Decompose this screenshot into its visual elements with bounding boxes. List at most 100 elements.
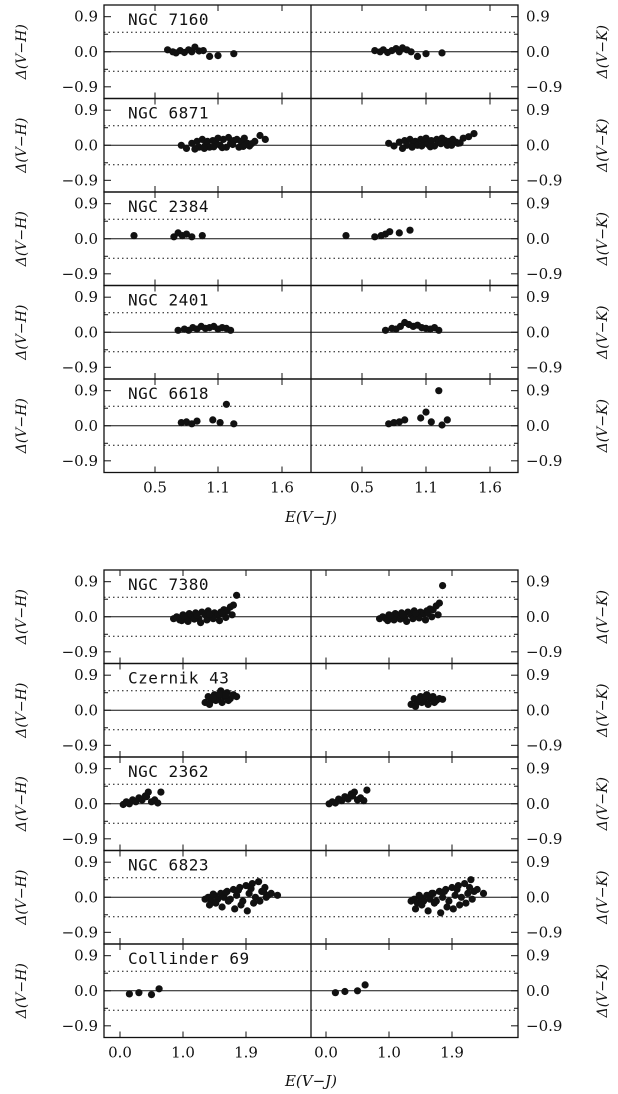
data-point bbox=[135, 989, 143, 997]
data-point bbox=[453, 885, 461, 894]
panel-ngc-6871: 0.9 0.9 0.0 0.0 −0.9 −0.9 Δ(V−H) Δ(V−K) NGC 6871 bbox=[14, 97, 611, 193]
data-point bbox=[464, 889, 472, 898]
data-point bbox=[209, 694, 217, 702]
data-point bbox=[256, 131, 264, 140]
cluster-label: NGC 7380 bbox=[128, 575, 209, 594]
data-point bbox=[430, 899, 438, 907]
data-point bbox=[440, 887, 448, 896]
y-tick-label-right: 0.0 bbox=[526, 136, 550, 154]
data-point bbox=[398, 144, 407, 152]
data-point bbox=[360, 797, 368, 805]
right-y-axis-label: Δ(V−K) bbox=[595, 777, 611, 831]
x-tick-label: 1.6 bbox=[478, 479, 502, 497]
y-tick-label-left: 0.0 bbox=[74, 701, 98, 719]
y-tick-label-left: −0.9 bbox=[62, 78, 98, 96]
data-point bbox=[157, 788, 165, 796]
y-tick-label-right: 0.9 bbox=[526, 288, 550, 306]
data-point bbox=[385, 139, 393, 147]
data-point bbox=[229, 140, 237, 149]
data-point bbox=[390, 142, 398, 150]
data-point bbox=[147, 991, 156, 999]
data-point bbox=[273, 891, 282, 899]
data-point bbox=[222, 400, 230, 408]
data-point bbox=[468, 895, 476, 903]
left-y-axis-label: Δ(V−H) bbox=[14, 870, 30, 926]
y-tick-label-right: 0.0 bbox=[526, 795, 550, 813]
data-point bbox=[203, 616, 211, 624]
data-point bbox=[430, 698, 438, 707]
data-point bbox=[267, 889, 275, 898]
data-point bbox=[438, 421, 446, 429]
y-tick-label-left: 0.9 bbox=[74, 8, 98, 26]
data-point bbox=[205, 901, 214, 909]
data-point bbox=[184, 617, 192, 626]
y-tick-label-left: 0.0 bbox=[74, 417, 98, 435]
data-point bbox=[215, 690, 224, 698]
left-y-axis-label: Δ(V−H) bbox=[14, 118, 30, 174]
left-y-axis-label: Δ(V−H) bbox=[14, 398, 30, 454]
data-point bbox=[443, 903, 451, 911]
data-point bbox=[470, 130, 478, 138]
data-point bbox=[197, 619, 205, 627]
panel-ngc-2362: 0.9 0.9 0.0 0.0 −0.9 −0.9 Δ(V−H) Δ(V−K) NGC 2362 bbox=[14, 756, 611, 852]
y-tick-label-left: −0.9 bbox=[62, 736, 98, 754]
data-point bbox=[233, 591, 241, 599]
data-point bbox=[182, 230, 191, 238]
data-point bbox=[255, 878, 263, 886]
y-tick-label-right: 0.0 bbox=[526, 323, 550, 341]
y-tick-label-right: −0.9 bbox=[526, 923, 562, 941]
data-point bbox=[341, 987, 349, 996]
x-tick-label: 1.9 bbox=[440, 1044, 464, 1062]
y-tick-label-left: −0.9 bbox=[62, 452, 98, 470]
data-point bbox=[222, 691, 230, 700]
y-tick-label-right: 0.9 bbox=[526, 101, 550, 119]
y-tick-label-right: −0.9 bbox=[526, 1017, 562, 1035]
left-y-axis-label: Δ(V−H) bbox=[14, 963, 30, 1019]
data-point bbox=[239, 142, 247, 150]
data-point bbox=[231, 905, 239, 913]
data-point bbox=[125, 990, 133, 998]
data-point bbox=[229, 601, 237, 609]
panel-collinder-69: 0.9 0.9 0.0 0.0 −0.9 −0.9 Δ(V−H) Δ(V−K) Collinde… bbox=[14, 943, 611, 1039]
data-point bbox=[130, 232, 138, 240]
data-point bbox=[256, 897, 264, 905]
y-tick-label-right: 0.9 bbox=[526, 760, 550, 778]
data-point bbox=[247, 885, 255, 893]
data-point bbox=[424, 907, 432, 915]
data-point bbox=[371, 233, 379, 241]
data-point bbox=[193, 417, 201, 425]
data-point bbox=[424, 609, 432, 617]
right-y-axis-label: Δ(V−K) bbox=[595, 399, 611, 453]
x-tick-label: 0.0 bbox=[314, 1044, 338, 1062]
data-point bbox=[154, 799, 162, 807]
y-tick-label-left: 0.9 bbox=[74, 853, 98, 871]
data-point bbox=[428, 889, 436, 898]
data-point bbox=[212, 899, 220, 907]
data-point bbox=[401, 416, 409, 424]
data-point bbox=[218, 903, 226, 911]
data-point bbox=[233, 693, 241, 701]
data-point bbox=[437, 909, 445, 917]
y-tick-label-right: 0.0 bbox=[526, 701, 550, 719]
right-y-axis-label: Δ(V−K) bbox=[595, 212, 611, 266]
chart-block-1: 0.9 0.9 0.0 0.0 −0.9 −0.9 Δ(V−H) Δ(V−K) NGC 7160… bbox=[14, 4, 611, 526]
data-point bbox=[461, 880, 469, 888]
data-point bbox=[261, 135, 269, 143]
data-point bbox=[142, 793, 151, 801]
y-tick-label-right: 0.0 bbox=[526, 43, 550, 61]
left-y-axis-label: Δ(V−H) bbox=[14, 211, 30, 267]
data-point bbox=[443, 416, 451, 424]
y-tick-label-left: −0.9 bbox=[62, 1017, 98, 1035]
data-point bbox=[403, 617, 411, 626]
data-point bbox=[210, 143, 218, 151]
y-tick-label-right: 0.9 bbox=[526, 195, 550, 213]
left-y-axis-label: Δ(V−H) bbox=[14, 683, 30, 739]
data-point bbox=[216, 419, 224, 427]
data-point bbox=[177, 141, 185, 149]
data-point bbox=[413, 52, 422, 61]
x-tick-label: 0.5 bbox=[350, 479, 374, 497]
data-point bbox=[200, 144, 208, 152]
data-point bbox=[479, 889, 488, 898]
data-point bbox=[435, 326, 443, 334]
y-tick-label-left: −0.9 bbox=[62, 265, 98, 283]
